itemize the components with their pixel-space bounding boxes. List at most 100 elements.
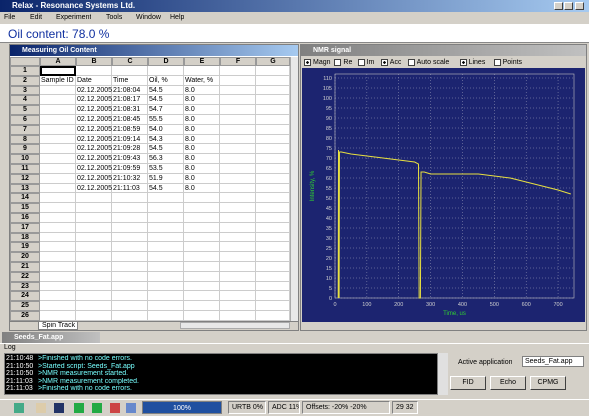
y-tick-label: 35 [326,226,332,232]
menu-item[interactable]: Window [136,14,161,21]
cell [148,242,184,253]
cell-text: 21:10:32 [113,174,141,182]
sheet-tab[interactable]: Spin Track [38,321,78,330]
checkbox[interactable] [493,59,501,66]
stop-icon[interactable] [74,403,84,413]
cell [256,173,290,184]
cell [148,75,184,86]
cell [256,66,290,76]
app-dropdown[interactable]: Seeds_Fat.app [522,356,584,367]
sheet-scrollbar[interactable] [290,57,298,321]
menu-item[interactable]: File [4,14,16,21]
cell [76,271,112,282]
cell [112,271,148,282]
action-button[interactable]: CPMG [530,376,566,390]
menu-item[interactable]: Tools [106,14,123,21]
cell [148,164,184,174]
maximize-button[interactable] [564,2,573,10]
cell [148,311,184,321]
cell-text: 02.12.2005 [77,155,112,163]
cell-text: 21:09:59 [113,165,141,172]
checkbox-label: Im [366,59,375,66]
checkbox[interactable] [357,59,365,66]
log-time: 21:10:48 [6,355,34,362]
cell [76,222,112,233]
cell [256,291,290,302]
cell [184,252,220,262]
x-tick-label: 600 [522,302,531,308]
cell [40,232,76,243]
checkbox[interactable] [304,59,311,66]
cell-text: 02.12.2005 [77,96,112,104]
cell [112,105,148,115]
cell [148,124,184,135]
cell [184,105,220,115]
cell [220,291,256,302]
row-header: 21 [10,262,40,272]
cell [220,193,256,204]
column-header: D [148,57,184,66]
cell [220,173,256,184]
close-button[interactable] [575,2,584,10]
cell [184,301,220,311]
cell [76,252,112,262]
cell [220,301,256,311]
cell [112,115,148,125]
row-header: 13 [10,183,40,194]
log-message: >Finished with no code errors. [38,385,132,392]
save-icon[interactable] [54,403,64,413]
cell [184,242,220,253]
info-strip [0,24,589,43]
cell-text: 21:08:59 [113,125,141,133]
y-tick-label: 110 [323,76,332,82]
open-icon[interactable] [36,403,46,413]
h-scrollbar[interactable] [180,322,290,329]
cell [76,75,112,86]
checkbox-label: Magn [313,59,331,66]
cell [256,105,290,115]
panel-label: Active application [458,359,513,366]
cell [40,262,76,272]
action-button[interactable]: FID [450,376,486,390]
nmr-title-bar: NMR signal [301,45,586,56]
cell [112,183,148,194]
cell [256,222,290,233]
menu-item[interactable]: Experiment [56,14,92,21]
cell-text: 56.3 [149,155,163,163]
new-icon[interactable] [14,403,24,413]
y-tick-label: 80 [326,136,332,142]
menu-item[interactable]: Help [170,14,185,21]
cell [256,164,290,174]
action-button[interactable]: Echo [490,376,526,390]
cell [184,291,220,302]
menu-item[interactable]: Edit [30,14,43,21]
log-scrollbar[interactable] [438,353,448,395]
cell [184,134,220,145]
row-header: 6 [10,115,40,125]
cell [76,115,112,125]
minimize-button[interactable] [554,2,563,10]
checkbox[interactable] [334,59,342,66]
sheet-window [9,44,299,331]
cell [184,75,220,86]
log-message: >Finished with no code errors. [38,355,132,362]
cell-text: 02.12.2005 [77,174,112,182]
tool-icon[interactable] [110,403,120,413]
cell [184,232,220,243]
plot-frame [334,73,575,299]
cell-text: Time [113,76,129,84]
cell-text: 02.12.2005 [77,145,112,153]
run-icon[interactable] [92,403,102,413]
checkbox[interactable] [459,59,467,66]
cell [220,66,256,76]
cell [40,301,76,311]
checkbox[interactable] [407,59,415,66]
cell [220,242,256,253]
row-header: 16 [10,213,40,223]
print-icon[interactable] [126,403,136,413]
checkbox[interactable] [380,59,388,66]
cell-text: 02.12.2005 [77,125,112,133]
column-header: G [256,57,290,66]
y-tick-label: 20 [326,256,332,262]
cell [112,164,148,174]
